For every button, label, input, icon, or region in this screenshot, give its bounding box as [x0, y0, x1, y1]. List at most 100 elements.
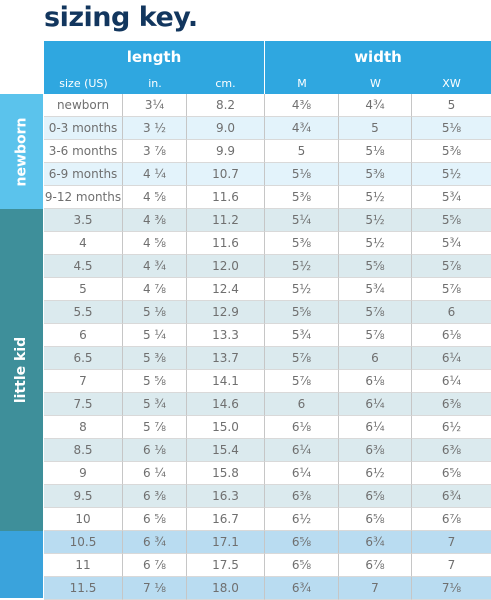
- cell-cm: 15.0: [187, 416, 265, 439]
- cell-cm: 18.0: [187, 577, 265, 600]
- cell-cm: 13.7: [187, 347, 265, 370]
- cell-w: 6¼: [339, 393, 412, 416]
- cell-xw: 6½: [412, 416, 491, 439]
- cell-in: 5 ⅜: [123, 347, 187, 370]
- cell-m: 6: [265, 393, 339, 416]
- cell-m: 5⅜: [265, 232, 339, 255]
- cell-w: 5⅞: [339, 324, 412, 347]
- cell-m: 5⅛: [265, 163, 339, 186]
- cell-in: 4 ⅝: [123, 232, 187, 255]
- table-row: 6.5 5 ⅜ 13.7 5⅞ 6 6¼: [44, 347, 491, 370]
- cell-m: 6¼: [265, 439, 339, 462]
- cell-size: 3.5: [44, 209, 123, 232]
- cell-cm: 12.0: [187, 255, 265, 278]
- column-header-xw: XW: [442, 77, 461, 90]
- cell-w: 6⅛: [339, 370, 412, 393]
- column-header-m: M: [297, 77, 307, 90]
- table-row: 8.5 6 ⅛ 15.4 6¼ 6⅜ 6⅜: [44, 439, 491, 462]
- cell-size: 5: [44, 278, 123, 301]
- cell-xw: 5⅛: [412, 117, 491, 140]
- cell-in: 4 ¾: [123, 255, 187, 278]
- cell-cm: 9.9: [187, 140, 265, 163]
- cell-size: 9.5: [44, 485, 123, 508]
- cell-w: 5½: [339, 209, 412, 232]
- cell-size: 10: [44, 508, 123, 531]
- cell-cm: 17.1: [187, 531, 265, 554]
- cell-m: 6¾: [265, 577, 339, 600]
- cell-cm: 15.4: [187, 439, 265, 462]
- cell-size: 11.5: [44, 577, 123, 600]
- cell-size: 10.5: [44, 531, 123, 554]
- table-row: 9.5 6 ⅜ 16.3 6⅜ 6⅝ 6¾: [44, 485, 491, 508]
- column-header-cm: cm.: [187, 73, 265, 94]
- cell-in: 6 ⅞: [123, 554, 187, 577]
- table-row: 10 6 ⅝ 16.7 6½ 6⅝ 6⅞: [44, 508, 491, 531]
- cell-w: 4¾: [339, 94, 412, 117]
- cell-in: 3 ⅞: [123, 140, 187, 163]
- cell-w: 6¾: [339, 531, 412, 554]
- cell-m: 5⅜: [265, 186, 339, 209]
- cell-in: 4 ⅝: [123, 186, 187, 209]
- cell-in: 7 ⅛: [123, 577, 187, 600]
- cell-w: 7: [339, 577, 412, 600]
- cell-cm: 10.7: [187, 163, 265, 186]
- cell-cm: 16.7: [187, 508, 265, 531]
- cell-xw: 5⅜: [412, 140, 491, 163]
- cell-in: 6 ⅛: [123, 439, 187, 462]
- cell-xw: 5⅝: [412, 209, 491, 232]
- cell-w: 5½: [339, 186, 412, 209]
- cell-cm: 14.1: [187, 370, 265, 393]
- cell-xw: 5¾: [412, 186, 491, 209]
- cell-w: 6⅝: [339, 485, 412, 508]
- table-row: 9-12 months 4 ⅝ 11.6 5⅜ 5½ 5¾: [44, 186, 491, 209]
- section-label-text: little kid: [13, 336, 30, 404]
- cell-size: 7.5: [44, 393, 123, 416]
- cell-m: 5⅞: [265, 347, 339, 370]
- cell-size: 9-12 months: [44, 186, 123, 209]
- cell-xw: 6¾: [412, 485, 491, 508]
- cell-m: 6¼: [265, 462, 339, 485]
- cell-size: 8.5: [44, 439, 123, 462]
- cell-xw: 6: [412, 301, 491, 324]
- cell-in: 5 ¾: [123, 393, 187, 416]
- cell-xw: 5⅞: [412, 278, 491, 301]
- cell-cm: 11.2: [187, 209, 265, 232]
- table-row: 4.5 4 ¾ 12.0 5½ 5⅝ 5⅞: [44, 255, 491, 278]
- cell-in: 6 ¼: [123, 462, 187, 485]
- table-row: 11 6 ⅞ 17.5 6⅝ 6⅞ 7: [44, 554, 491, 577]
- cell-cm: 11.6: [187, 186, 265, 209]
- cell-w: 5⅞: [339, 301, 412, 324]
- cell-cm: 11.6: [187, 232, 265, 255]
- cell-m: 6⅜: [265, 485, 339, 508]
- cell-in: 6 ¾: [123, 531, 187, 554]
- cell-xw: 5½: [412, 163, 491, 186]
- cell-xw: 6¼: [412, 347, 491, 370]
- cell-w: 5¾: [339, 278, 412, 301]
- cell-w: 5⅛: [339, 140, 412, 163]
- page-title: sizing key.: [44, 2, 198, 33]
- cell-xw: 7⅛: [412, 577, 491, 600]
- cell-size: 6: [44, 324, 123, 347]
- cell-in: 6 ⅜: [123, 485, 187, 508]
- table-group-header: length width: [44, 41, 491, 73]
- cell-m: 6⅛: [265, 416, 339, 439]
- cell-size: 8: [44, 416, 123, 439]
- cell-xw: 5: [412, 94, 491, 117]
- cell-in: 4 ¼: [123, 163, 187, 186]
- table-row: 5.5 5 ⅛ 12.9 5⅝ 5⅞ 6: [44, 301, 491, 324]
- cell-xw: 6⅛: [412, 324, 491, 347]
- cell-in: 5 ⅛: [123, 301, 187, 324]
- cell-xw: 7: [412, 554, 491, 577]
- cell-xw: 6⅜: [412, 439, 491, 462]
- table-row: 7.5 5 ¾ 14.6 6 6¼ 6⅜: [44, 393, 491, 416]
- cell-in: 4 ⅞: [123, 278, 187, 301]
- cell-size: 6-9 months: [44, 163, 123, 186]
- table-column-header: size (US) in. cm. M W XW: [44, 73, 491, 94]
- cell-m: 5½: [265, 255, 339, 278]
- cell-m: 4⅜: [265, 94, 339, 117]
- cell-m: 6⅝: [265, 531, 339, 554]
- cell-cm: 13.3: [187, 324, 265, 347]
- cell-size: 4: [44, 232, 123, 255]
